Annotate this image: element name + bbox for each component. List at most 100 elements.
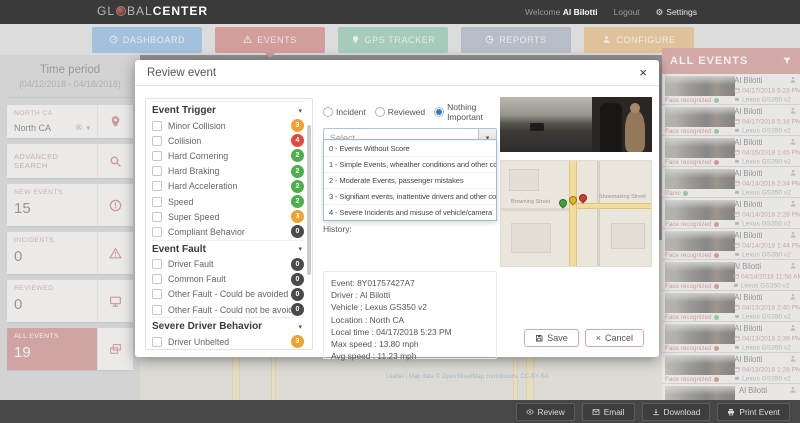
bottom-bar-button[interactable]: Print Event — [717, 402, 790, 421]
trigger-row[interactable]: Driver Fault 0 — [152, 257, 304, 272]
modal-title: Review event — [147, 66, 217, 79]
save-button[interactable]: Save — [523, 329, 579, 347]
count-badge: 2 — [291, 179, 304, 193]
chevron-down-icon: ▾ — [486, 134, 490, 142]
welcome-text: Welcome Al Bilotti — [525, 7, 598, 17]
section-header[interactable]: Event Trigger ▾ — [152, 101, 304, 118]
dropdown-option[interactable]: 3 - Signifiant events, inattentive drive… — [324, 188, 496, 204]
top-bar: GL BAL CENTER Welcome Al Bilotti Logout ⚙ S… — [0, 0, 800, 24]
trigger-row[interactable]: Other Fault - Could be avoided 0 — [152, 287, 304, 302]
count-badge: 4 — [291, 134, 304, 148]
map-marker-green — [557, 197, 569, 209]
checkbox[interactable] — [152, 226, 162, 237]
event-details-box: Event: 8Y01757427A7 Driver : Al Bilotti … — [323, 271, 497, 362]
trigger-row[interactable]: Driver Unbelted 3 — [152, 334, 304, 349]
count-badge: 3 — [291, 335, 304, 349]
review-event-modal: Review event × Event Trigger ▾ Min — [135, 60, 659, 362]
checkbox[interactable] — [152, 336, 162, 347]
count-badge: 2 — [291, 149, 304, 163]
settings-link[interactable]: ⚙ Settings — [655, 6, 697, 18]
button-icon — [652, 408, 660, 416]
trigger-row[interactable]: Collision 4 — [152, 133, 304, 148]
logout-link[interactable]: Logout — [613, 7, 640, 17]
checkbox[interactable] — [152, 150, 162, 161]
status-radio[interactable]: Reviewed — [374, 107, 425, 117]
wrench-icon: ⚙ — [655, 6, 664, 17]
section-header[interactable]: Event Fault ▾ — [152, 239, 304, 257]
cancel-button[interactable]: × Cancel — [584, 329, 644, 347]
score-dropdown: 0 - Events Without Score 1 - Simple Even… — [323, 139, 497, 221]
count-badge: 0 — [291, 225, 304, 239]
app-logo: GL BAL CENTER — [97, 4, 209, 18]
trigger-row[interactable]: Hard Braking 2 — [152, 164, 304, 179]
history-label: History: — [323, 224, 352, 234]
checkbox[interactable] — [152, 289, 162, 300]
trigger-row[interactable]: Other Fault - Could not be avoided 0 — [152, 302, 304, 317]
status-radio[interactable]: Incident — [323, 107, 366, 117]
street-label: Shoemaking Street — [599, 194, 646, 200]
count-badge: 3 — [291, 210, 304, 224]
map-marker-red — [577, 192, 589, 204]
detail-line: Location : North CA — [331, 314, 405, 325]
trigger-row[interactable]: Common Fault 0 — [152, 272, 304, 287]
detail-line: Max speed : 13.80 mph — [331, 338, 419, 349]
select-placeholder: Select... — [330, 133, 363, 143]
trigger-row[interactable]: Compliant Behavior 0 — [152, 224, 304, 239]
checkbox[interactable] — [152, 120, 162, 131]
count-badge: 0 — [291, 272, 304, 286]
checkbox[interactable] — [152, 196, 162, 207]
dropdown-option[interactable]: 2 - Moderate Events, passenger mistakes — [324, 172, 496, 188]
checkbox[interactable] — [152, 211, 162, 222]
event-map[interactable]: Browning Street Shoemaking Street — [500, 160, 652, 267]
trigger-panel: Event Trigger ▾ Minor Collision 3 — [145, 98, 313, 350]
trigger-row[interactable]: Hard Cornering 2 — [152, 148, 304, 163]
button-icon — [727, 408, 735, 416]
collapse-caret-icon: ▾ — [298, 323, 302, 331]
section-header[interactable]: Severe Driver Behavior ▾ — [152, 317, 304, 334]
count-badge: 2 — [291, 164, 304, 178]
button-icon — [526, 408, 534, 416]
trigger-row[interactable]: Super Speed 3 — [152, 209, 304, 224]
bottom-bar-button[interactable]: Review — [515, 402, 575, 421]
globe-icon — [116, 6, 127, 16]
detail-line: Local time : 04/17/2018 5:23 PM — [331, 326, 452, 337]
checkbox[interactable] — [152, 166, 162, 177]
dropdown-option[interactable]: 1 - Simple Events, wheather conditions a… — [324, 156, 496, 172]
checkbox[interactable] — [152, 259, 162, 270]
dashcam-image[interactable] — [500, 97, 652, 152]
trigger-row[interactable]: Speed 2 — [152, 194, 304, 209]
checkbox[interactable] — [152, 135, 162, 146]
street-label: Browning Street — [511, 199, 551, 205]
count-badge: 0 — [291, 257, 304, 271]
bottom-bar-button[interactable]: Email — [581, 402, 635, 421]
driver-figure — [625, 110, 645, 152]
cancel-x-icon: × — [595, 333, 601, 343]
checkbox[interactable] — [152, 274, 162, 285]
username: Al Bilotti — [562, 7, 598, 17]
count-badge: 0 — [291, 303, 304, 317]
checkbox[interactable] — [152, 304, 162, 315]
checkbox[interactable] — [152, 181, 162, 192]
save-disk-icon — [535, 334, 544, 343]
road-view — [500, 97, 592, 152]
collapse-caret-icon: ▾ — [298, 246, 302, 253]
dropdown-option[interactable]: 4 - Severe Incidents and misuse of vehic… — [324, 204, 496, 220]
bottom-bar-button[interactable]: Download — [641, 402, 711, 421]
detail-line: Avg speed : 11.23 mph — [331, 351, 417, 362]
collapse-caret-icon: ▾ — [298, 107, 302, 115]
trigger-row[interactable]: Hard Acceleration 2 — [152, 179, 304, 194]
detail-line: Vehicle : Lexus GS350 v2 — [331, 302, 427, 313]
dropdown-option[interactable]: 0 - Events Without Score — [324, 140, 496, 156]
radio-dot — [436, 109, 443, 115]
button-icon — [592, 408, 600, 416]
count-badge: 3 — [291, 119, 304, 133]
trigger-row[interactable]: Minor Collision 3 — [152, 118, 304, 133]
close-icon[interactable]: × — [639, 65, 647, 80]
detail-line: Driver : Al Bilotti — [331, 290, 391, 301]
detail-line: Event: 8Y01757427A7 — [331, 278, 415, 288]
scrollbar-thumb[interactable] — [307, 125, 311, 275]
status-radio[interactable]: Nothing Important — [434, 102, 497, 122]
bottom-action-bar: Review Email Download Print Event — [0, 400, 800, 423]
count-badge: 2 — [291, 195, 304, 209]
count-badge: 0 — [291, 287, 304, 301]
